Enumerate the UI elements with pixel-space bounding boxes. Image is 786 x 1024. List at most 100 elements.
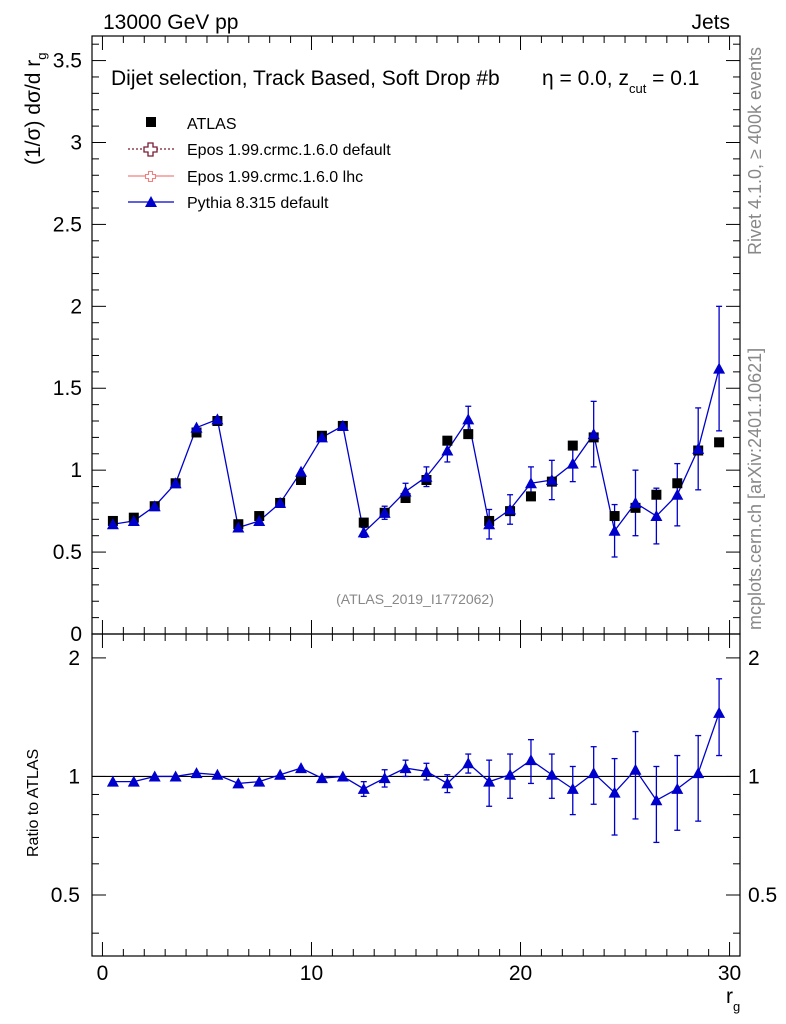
pythia-point [399, 485, 412, 497]
atlas-point [567, 440, 578, 451]
pythia-point [629, 496, 642, 508]
ratio-plot-frame [91, 633, 741, 957]
legend-pythia-label: Pythia 8.315 default [187, 195, 329, 212]
ratio-pythia-point [671, 782, 684, 794]
legend-epos-default-label: Epos 1.99.crmc.1.6.0 default [187, 142, 391, 159]
ratio-pythia-point [545, 768, 558, 780]
analysis-watermark: (ATLAS_2019_I1772062) [336, 591, 494, 607]
pythia-point [148, 500, 161, 512]
atlas-point [609, 511, 620, 522]
pythia-point [545, 473, 558, 485]
header-right: Jets [691, 11, 730, 34]
ratio-pythia-point [169, 770, 182, 782]
ratio-pythia-point [713, 706, 726, 718]
y-tick-label: 3.5 [53, 50, 82, 73]
legend-atlas: ATLAS [146, 116, 237, 133]
pythia-point [692, 442, 705, 454]
atlas-point [442, 435, 453, 446]
pythia-line [112, 368, 720, 534]
ratio-y-tick-label-right: 0.5 [748, 884, 777, 907]
pythia-point [378, 506, 391, 518]
pythia-point [315, 431, 328, 443]
pythia-point [232, 521, 245, 533]
atlas-point [651, 489, 662, 500]
y-tick-label: 2 [70, 295, 82, 318]
y-tick-label: 3 [70, 131, 82, 154]
pythia-point [483, 518, 496, 530]
atlas-point [463, 429, 474, 440]
pythia-point [587, 428, 600, 440]
y-tick-label: 2.5 [53, 213, 82, 236]
ratio-pythia-line [112, 712, 720, 802]
legend-epos-lhc: Epos 1.99.crmc.1.6.0 lhc [128, 169, 363, 186]
pythia-point [524, 477, 537, 489]
legend-atlas-marker [146, 117, 156, 127]
ratio-y-axis-label: Ratio to ATLAS [25, 749, 42, 857]
y-tick-label: 0 [70, 623, 82, 646]
axis-ticks: 0 10 20 30 0 0.5 1 1.5 2 2.5 3 3.5 0.5 0.5 1 1 2 2 [51, 36, 777, 985]
ratio-pythia-point [629, 763, 642, 775]
ratio-y-tick-label-right: 1 [748, 765, 760, 788]
ratio-pythia-point [274, 768, 287, 780]
legend: ATLAS Epos 1.99.crmc.1.6.0 default Epos … [128, 116, 391, 212]
ratio-pythia-point [127, 775, 140, 787]
legend-pythia: Pythia 8.315 default [128, 195, 329, 212]
side-annotation-rivet: Rivet 4.1.0, ≥ 400k events [745, 47, 765, 255]
x-tick-label: 20 [509, 962, 532, 985]
ratio-y-tick-label-right: 2 [748, 647, 760, 670]
ratio-y-tick-label: 1 [68, 765, 80, 788]
x-tick-label: 10 [300, 962, 323, 985]
legend-epos-default: Epos 1.99.crmc.1.6.0 default [128, 142, 391, 159]
ratio-pythia-point [253, 775, 266, 787]
ratio-pythia-point [524, 754, 537, 766]
legend-epos-lhc-marker [144, 170, 157, 183]
atlas-point [714, 437, 725, 448]
ratio-pythia-point [483, 775, 496, 787]
legend-epos-lhc-label: Epos 1.99.crmc.1.6.0 lhc [187, 169, 363, 186]
atlas-point [672, 478, 683, 489]
x-tick-label: 30 [718, 962, 741, 985]
pythia-point [127, 514, 140, 526]
ratio-pythia-point [336, 770, 349, 782]
pythia-point [274, 496, 287, 508]
ratio-pythia-point [692, 767, 705, 779]
ratio-pythia-point [148, 770, 161, 782]
ratio-pythia-point [566, 782, 579, 794]
ratio-pythia-point [608, 786, 621, 798]
pythia-point [441, 444, 454, 456]
pythia-point [671, 488, 684, 500]
ratio-pythia-point [295, 762, 308, 774]
pythia-point [566, 457, 579, 469]
pythia-point [504, 503, 517, 515]
x-tick-label: 0 [97, 962, 109, 985]
ratio-pythia-point [462, 757, 475, 769]
ratio-pythia-point [232, 777, 245, 789]
plot-title: Dijet selection, Track Based, Soft Drop … [111, 67, 500, 90]
main-plot-data [106, 305, 726, 558]
y-tick-label: 0.5 [53, 541, 82, 564]
atlas-point [358, 517, 369, 528]
ratio-pythia-point [315, 772, 328, 784]
ratio-y-tick-label: 2 [68, 647, 80, 670]
pythia-point [650, 510, 663, 522]
pythia-point [253, 514, 266, 526]
pythia-point [713, 362, 726, 374]
ratio-plot-data [92, 678, 740, 844]
atlas-point [400, 493, 411, 504]
ratio-y-tick-label: 0.5 [51, 884, 80, 907]
pythia-point [462, 413, 475, 425]
ratio-pythia-point [399, 762, 412, 774]
plot-title-tail: η = 0.0, zcut = 0.1 [542, 67, 699, 96]
x-axis-label: rg [726, 985, 740, 1014]
pythia-point [357, 526, 370, 538]
legend-pythia-marker [145, 196, 157, 207]
y-tick-label: 1 [70, 459, 82, 482]
ratio-pythia-point [106, 775, 119, 787]
ratio-pythia-point [504, 768, 517, 780]
ratio-pythia-point [420, 765, 433, 777]
pythia-point [336, 419, 349, 431]
pythia-point [420, 470, 433, 482]
legend-atlas-label: ATLAS [187, 116, 237, 133]
pythia-point [169, 477, 182, 489]
